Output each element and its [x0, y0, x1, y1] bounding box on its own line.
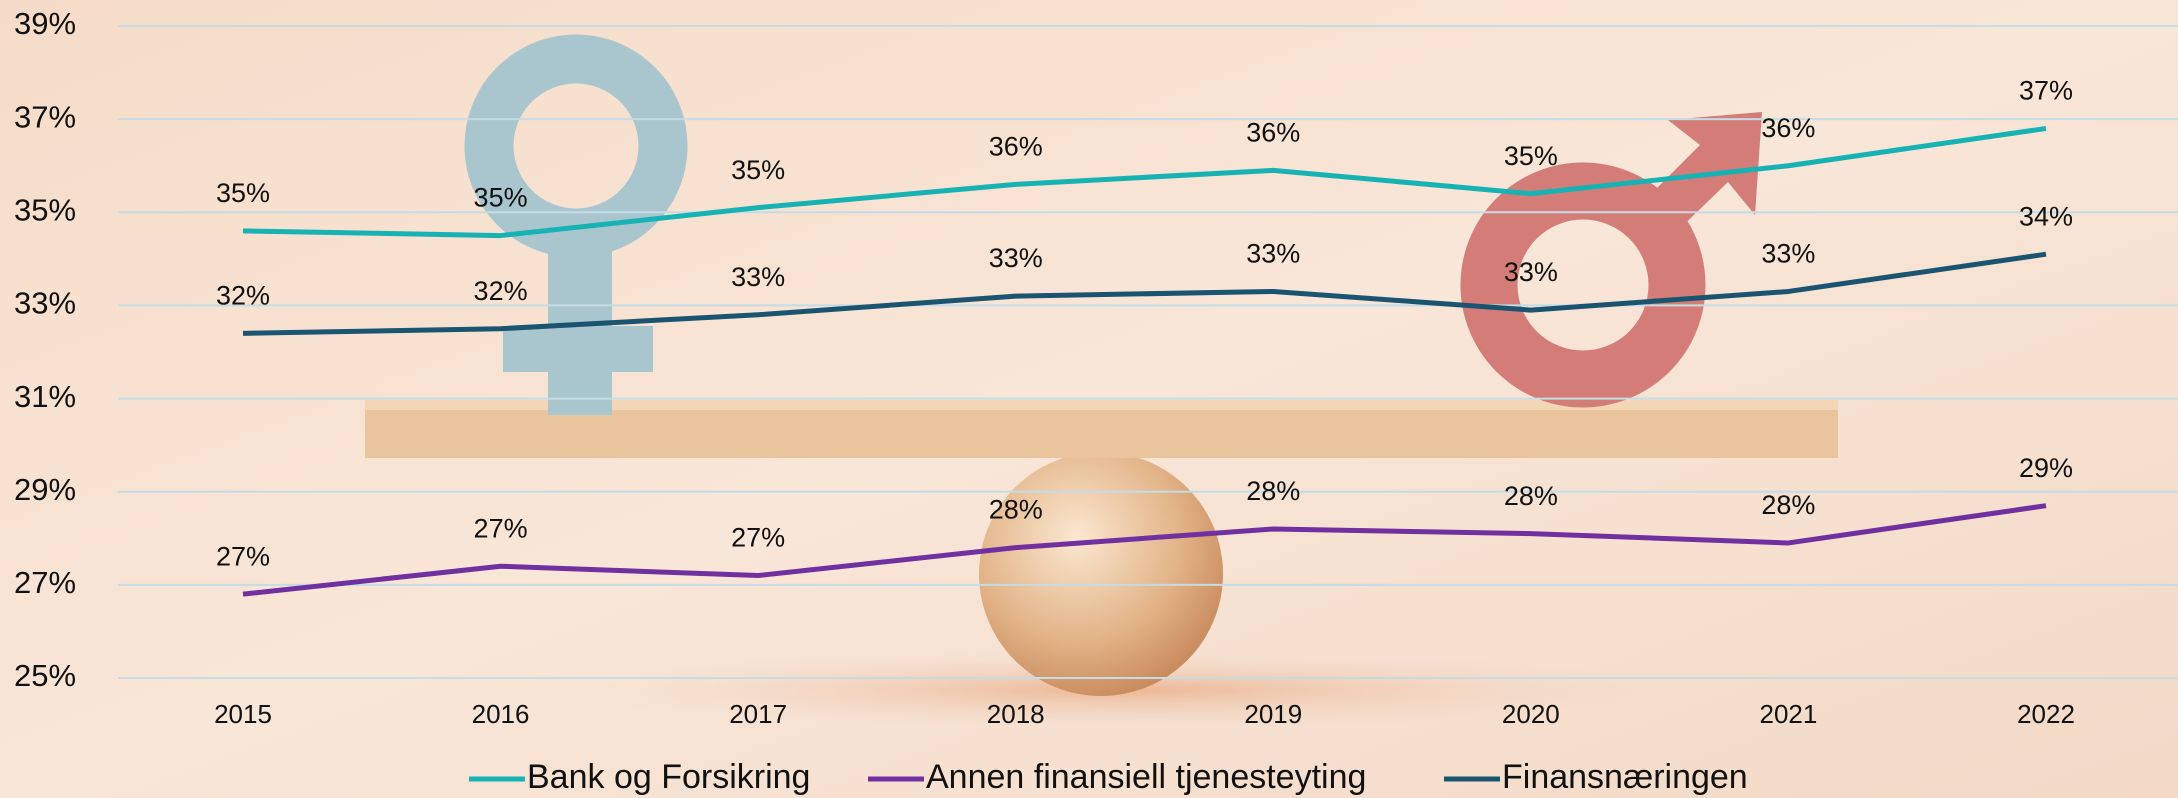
data-label: 28%	[989, 495, 1043, 525]
y-tick-label: 25%	[14, 658, 76, 693]
data-label: 36%	[989, 131, 1043, 161]
data-label: 28%	[1246, 476, 1300, 506]
data-label: 37%	[2019, 76, 2073, 106]
y-tick-label: 29%	[14, 472, 76, 507]
data-label: 35%	[216, 178, 270, 208]
x-tick-label: 2016	[472, 699, 530, 729]
x-tick-label: 2020	[1502, 699, 1560, 729]
legend-label: Annen finansiell tjenesteyting	[926, 758, 1366, 796]
data-label: 34%	[2019, 201, 2073, 231]
data-label: 35%	[474, 183, 528, 213]
legend-label: Finansnæringen	[1502, 758, 1748, 796]
data-label: 33%	[989, 243, 1043, 273]
y-tick-label: 27%	[14, 565, 76, 600]
series-line	[242, 125, 2047, 239]
data-label: 35%	[1504, 141, 1558, 171]
x-tick-label: 2019	[1244, 699, 1302, 729]
data-label: 36%	[1246, 117, 1300, 147]
y-tick-label: 39%	[14, 6, 76, 41]
data-label: 33%	[1504, 257, 1558, 287]
data-label: 27%	[731, 523, 785, 553]
y-tick-label: 37%	[14, 99, 76, 134]
data-label: 33%	[731, 262, 785, 292]
y-tick-label: 33%	[14, 286, 76, 321]
legend-label: Bank og Forsikring	[527, 758, 810, 796]
x-tick-label: 2015	[214, 699, 272, 729]
x-tick-label: 2018	[987, 699, 1045, 729]
series-line	[242, 251, 2047, 336]
balance-illustration	[365, 34, 1838, 730]
data-label: 28%	[1504, 481, 1558, 511]
data-label: 28%	[1761, 490, 1815, 520]
data-label: 36%	[1761, 113, 1815, 143]
series-line	[242, 503, 2047, 597]
data-label: 33%	[1761, 239, 1815, 269]
data-label: 29%	[2019, 453, 2073, 483]
x-tick-label: 2022	[2017, 699, 2075, 729]
x-tick-label: 2017	[729, 699, 787, 729]
y-tick-label: 31%	[14, 379, 76, 414]
data-label: 35%	[731, 155, 785, 185]
data-label: 27%	[474, 513, 528, 543]
data-label: 32%	[474, 276, 528, 306]
data-label: 33%	[1246, 239, 1300, 269]
x-tick-label: 2021	[1760, 699, 1818, 729]
y-tick-label: 35%	[14, 192, 76, 227]
data-label: 27%	[216, 541, 270, 571]
data-label: 32%	[216, 280, 270, 310]
